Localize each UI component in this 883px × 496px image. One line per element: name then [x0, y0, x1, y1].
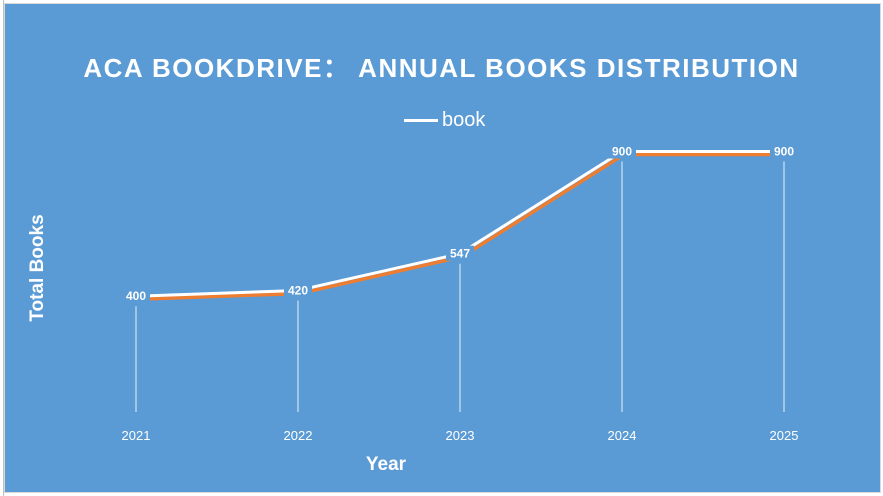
legend-swatch [404, 118, 438, 122]
x-tick-label: 2025 [770, 428, 799, 443]
data-label-background [770, 143, 798, 159]
window-edge [0, 0, 4, 496]
x-axis-title-text: Year [365, 454, 407, 475]
legend-label: book [442, 108, 486, 131]
data-label-background [608, 143, 636, 159]
data-label: 900 [612, 145, 632, 159]
legend[interactable]: book [404, 108, 485, 132]
data-label: 547 [450, 247, 470, 261]
data-label-background [122, 288, 150, 304]
x-tick-label: 2021 [122, 428, 151, 443]
x-tick-label: 2023 [446, 428, 475, 443]
chart-title: ACA BOOKDRIVE： ANNUAL BOOKS DISTRIBUTION [83, 53, 800, 83]
chart-area[interactable] [4, 3, 881, 493]
series-line-shadow [137, 152, 786, 301]
data-label: 420 [288, 283, 308, 297]
x-tick-label: 2024 [608, 428, 637, 443]
data-label-background [446, 245, 474, 261]
x-tick-label: 2022 [284, 428, 313, 443]
data-label: 400 [126, 289, 146, 303]
data-label-background [284, 282, 312, 298]
data-label: 900 [774, 145, 794, 159]
